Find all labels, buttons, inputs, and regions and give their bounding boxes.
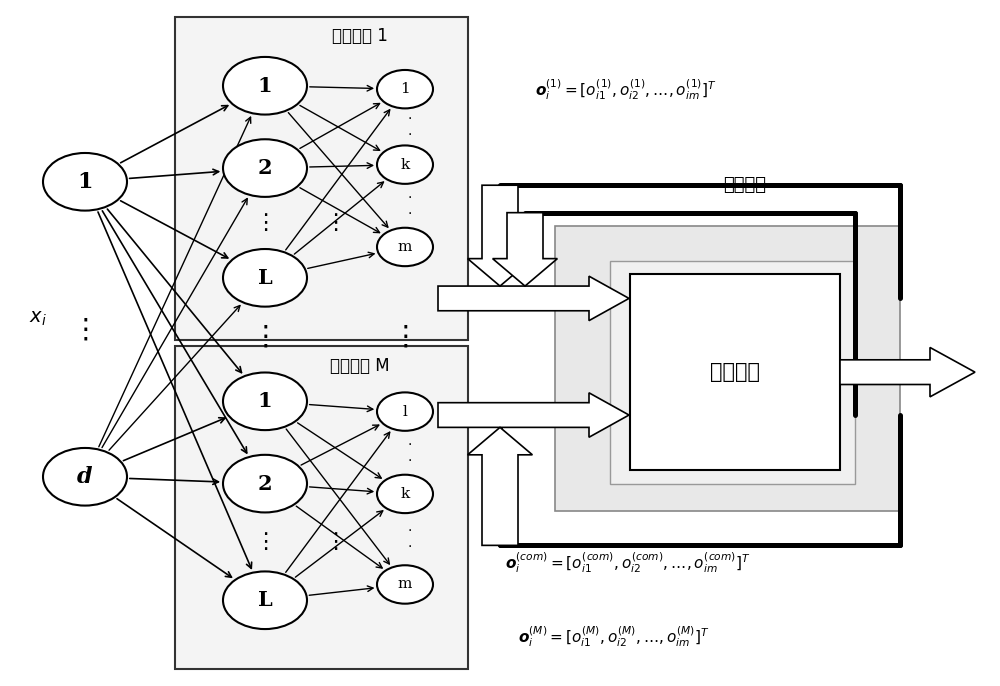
Text: m: m bbox=[398, 578, 412, 591]
Circle shape bbox=[223, 139, 307, 197]
Text: 状态迭代: 状态迭代 bbox=[724, 176, 767, 194]
Text: ⋮: ⋮ bbox=[254, 213, 276, 233]
Circle shape bbox=[377, 392, 433, 431]
Circle shape bbox=[377, 565, 433, 604]
Text: 1: 1 bbox=[258, 75, 272, 96]
Text: k: k bbox=[400, 158, 410, 172]
FancyArrow shape bbox=[840, 347, 975, 397]
FancyArrow shape bbox=[468, 185, 532, 286]
Text: k: k bbox=[400, 487, 410, 501]
FancyBboxPatch shape bbox=[555, 226, 900, 511]
Text: ⋮: ⋮ bbox=[71, 316, 99, 343]
Circle shape bbox=[377, 145, 433, 184]
Text: m: m bbox=[398, 240, 412, 254]
Text: l: l bbox=[403, 405, 407, 418]
Text: 2: 2 bbox=[258, 158, 272, 178]
Circle shape bbox=[43, 153, 127, 211]
FancyBboxPatch shape bbox=[175, 346, 468, 669]
Text: 基分类器 M: 基分类器 M bbox=[330, 357, 390, 375]
Circle shape bbox=[223, 455, 307, 512]
Text: ⋮: ⋮ bbox=[254, 532, 276, 552]
FancyArrow shape bbox=[493, 213, 557, 286]
FancyArrow shape bbox=[468, 427, 532, 545]
Text: d: d bbox=[77, 466, 93, 488]
Text: ⋮: ⋮ bbox=[324, 532, 346, 552]
Text: 2: 2 bbox=[258, 473, 272, 494]
Text: 动力系统: 动力系统 bbox=[710, 362, 760, 382]
Text: ·
·: · · bbox=[408, 112, 412, 142]
Text: ·
·: · · bbox=[408, 438, 412, 468]
FancyBboxPatch shape bbox=[630, 274, 840, 470]
Text: ⋮: ⋮ bbox=[251, 322, 279, 350]
Circle shape bbox=[223, 372, 307, 430]
FancyArrow shape bbox=[438, 393, 629, 437]
Text: $\boldsymbol{o}_i^{(com)}=[o_{i1}^{(com)},o_{i2}^{(com)},\ldots,o_{im}^{(com)}]^: $\boldsymbol{o}_i^{(com)}=[o_{i1}^{(com)… bbox=[505, 550, 751, 575]
Circle shape bbox=[377, 228, 433, 266]
Circle shape bbox=[377, 475, 433, 513]
Circle shape bbox=[43, 448, 127, 506]
Text: 基分类器 1: 基分类器 1 bbox=[332, 27, 388, 45]
Text: $\boldsymbol{o}_i^{(M)}=[o_{i1}^{(M)},o_{i2}^{(M)},\ldots,o_{im}^{(M)}]^T$: $\boldsymbol{o}_i^{(M)}=[o_{i1}^{(M)},o_… bbox=[518, 624, 709, 649]
Circle shape bbox=[223, 571, 307, 629]
Text: 1: 1 bbox=[77, 171, 93, 193]
Text: L: L bbox=[258, 590, 272, 611]
Circle shape bbox=[223, 57, 307, 115]
Circle shape bbox=[377, 70, 433, 108]
Text: ⋮: ⋮ bbox=[324, 213, 346, 233]
Text: ⋮: ⋮ bbox=[391, 322, 419, 350]
Text: ·
·: · · bbox=[408, 524, 412, 554]
Text: $x_i$: $x_i$ bbox=[29, 310, 47, 328]
FancyBboxPatch shape bbox=[175, 17, 468, 340]
Text: ·
·: · · bbox=[408, 191, 412, 221]
Text: L: L bbox=[258, 268, 272, 288]
FancyBboxPatch shape bbox=[610, 261, 855, 484]
Circle shape bbox=[223, 249, 307, 307]
FancyArrow shape bbox=[438, 276, 629, 320]
Text: 1: 1 bbox=[400, 82, 410, 96]
Text: $\boldsymbol{o}_i^{(1)}=[o_{i1}^{(1)},o_{i2}^{(1)},\ldots,o_{im}^{(1)}]^T$: $\boldsymbol{o}_i^{(1)}=[o_{i1}^{(1)},o_… bbox=[535, 77, 717, 102]
Text: 1: 1 bbox=[258, 391, 272, 412]
